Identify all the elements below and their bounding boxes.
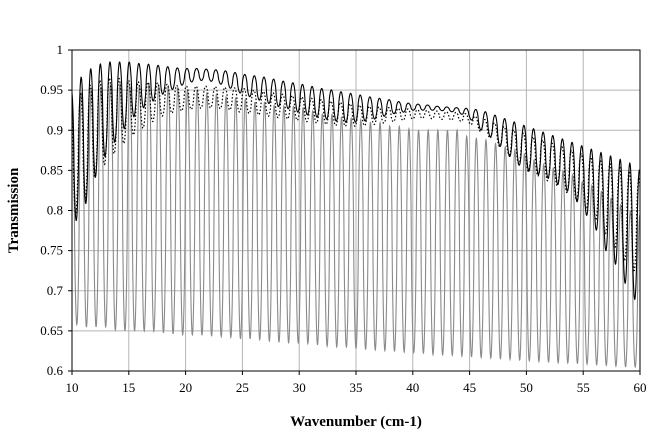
- series-line-black-solid: [71, 61, 641, 301]
- x-tick-label: 35: [350, 380, 363, 395]
- x-axis-ticks: 10 15 20 25 30 35 40 45 50 55 60: [66, 371, 647, 395]
- x-tick-label: 10: [66, 380, 79, 395]
- x-axis-title: Wavenumber (cm-1): [290, 414, 422, 430]
- x-tick-label: 40: [406, 380, 419, 395]
- y-axis-ticks: 0.6 0.65 0.7 0.75 0.8 0.85 0.9 0.95 1: [40, 42, 72, 378]
- y-tick-label: 1: [57, 42, 64, 57]
- y-tick-label: 0.9: [47, 122, 63, 137]
- x-tick-label: 15: [122, 380, 135, 395]
- y-tick-label: 0.85: [40, 162, 63, 177]
- y-tick-label: 0.65: [40, 323, 63, 338]
- x-tick-label: 20: [179, 380, 192, 395]
- series-line-black-dotted: [71, 77, 641, 272]
- y-tick-label: 0.8: [47, 203, 63, 218]
- x-tick-label: 50: [520, 380, 533, 395]
- series-layer: [71, 61, 641, 369]
- y-tick-label: 0.75: [40, 243, 63, 258]
- x-tick-label: 30: [293, 380, 306, 395]
- y-tick-label: 0.6: [47, 363, 64, 378]
- y-axis-title: Transmission: [6, 167, 22, 253]
- series-line-grey-solid: [71, 80, 641, 369]
- y-tick-label: 0.95: [40, 82, 63, 97]
- y-tick-label: 0.7: [47, 283, 64, 298]
- x-tick-label: 25: [236, 380, 249, 395]
- x-tick-label: 45: [463, 380, 476, 395]
- x-tick-label: 55: [577, 380, 590, 395]
- x-tick-label: 60: [634, 380, 647, 395]
